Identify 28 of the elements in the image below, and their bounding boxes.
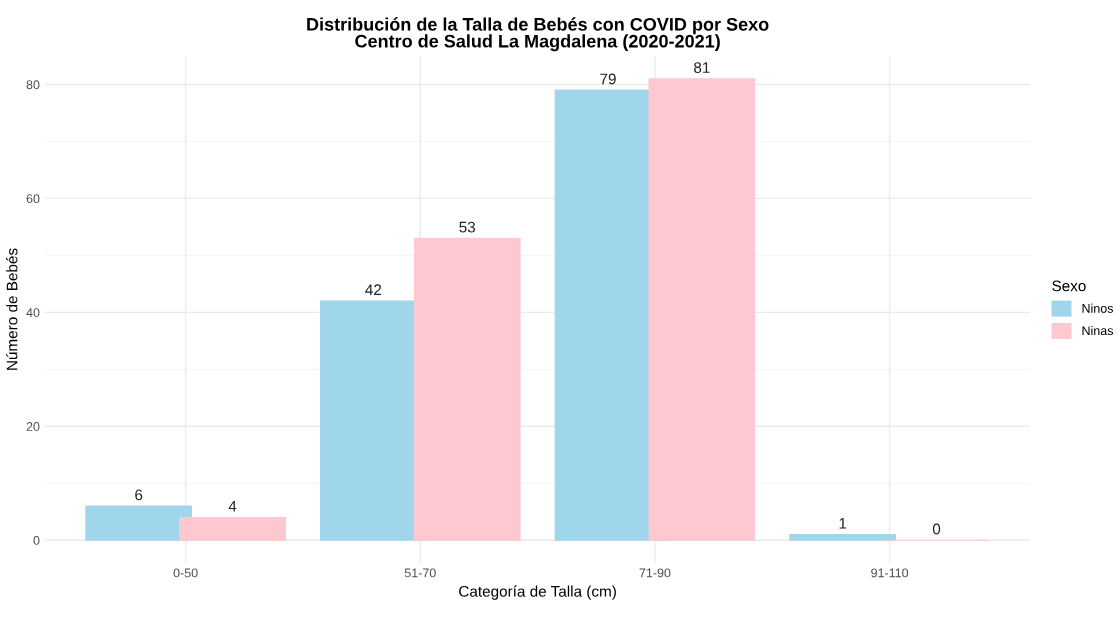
data-label: 79 (600, 73, 616, 85)
data-label: 4 (228, 500, 237, 512)
legend-title: Sexo (1052, 280, 1086, 292)
legend-label: Ninos (1082, 303, 1114, 313)
x-tick-label: 51-70 (404, 568, 436, 578)
data-label: 53 (459, 221, 476, 233)
bar (789, 533, 897, 541)
x-tick-label: 71-90 (639, 568, 671, 578)
y-tick-label: 20 (26, 422, 40, 431)
data-label: 1 (839, 518, 847, 529)
x-axis-title: Categoría de Talla (cm) (459, 585, 616, 600)
data-label: 0 (932, 523, 941, 535)
legend-label: Ninas (1082, 325, 1114, 336)
y-tick-label: 80 (26, 80, 40, 90)
x-tick-label: 0-50 (173, 568, 198, 578)
data-label: 81 (694, 62, 710, 73)
chart-title: Distribución de la Talla de Bebés con COVID por Sexo Centro de Salud La Magdalena (2020-2021) (307, 17, 769, 52)
y-tick-label: 0 (33, 536, 40, 545)
y-tick-label: 60 (26, 194, 40, 204)
bar (179, 516, 286, 541)
x-tick-label: 91-110 (871, 568, 909, 578)
data-label: 6 (135, 489, 143, 501)
bar (413, 237, 521, 541)
data-label: 42 (365, 284, 382, 296)
bar (85, 505, 193, 541)
bar (648, 78, 756, 541)
y-tick-label: 40 (26, 308, 40, 317)
y-axis-title: Número de Bebés (6, 248, 18, 370)
